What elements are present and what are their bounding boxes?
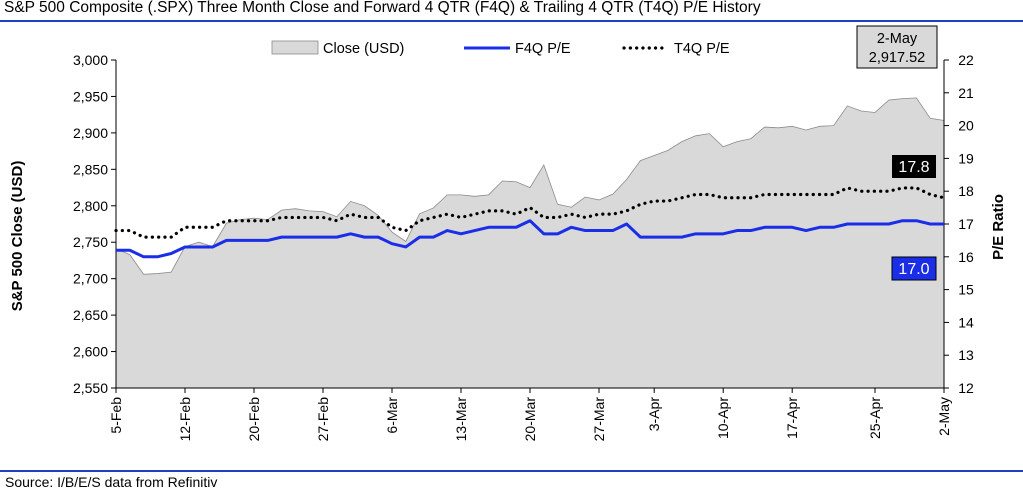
y2-tick-label: 18 — [958, 183, 974, 199]
last-close-value: 2,917.52 — [869, 50, 925, 66]
y-tick-label: 2,800 — [73, 198, 108, 214]
chart-title: S&P 500 Composite (.SPX) Three Month Clo… — [4, 0, 761, 16]
y2-tick-label: 17 — [958, 216, 974, 232]
legend-f4q-label: F4Q P/E — [515, 41, 571, 57]
x-tick-label: 12-Feb — [177, 397, 193, 442]
last-close-box — [856, 25, 938, 69]
y2-tick-label: 12 — [958, 380, 974, 396]
x-tick-label: 13-Mar — [453, 397, 469, 442]
x-tick-label: 25-Apr — [867, 397, 883, 439]
legend-close-label: Close (USD) — [323, 41, 404, 57]
y-tick-label: 2,950 — [73, 88, 108, 104]
t4q-pe-line — [114, 186, 946, 239]
top-rule — [0, 20, 1023, 22]
y-tick-label: 2,750 — [73, 234, 108, 250]
y2-tick-label: 19 — [958, 150, 974, 166]
chart: 2,550 2,600 2,650 2,700 2,750 2,800 2,850 2,900… — [9, 25, 1007, 442]
x-tick-label: 5-Feb — [108, 397, 124, 434]
x-tick-label: 27-Mar — [591, 397, 607, 442]
y-tick-label: 2,700 — [73, 271, 108, 287]
y2-tick-label: 16 — [958, 249, 974, 265]
t4q-last-value-box — [892, 155, 936, 178]
y2-tick-label: 13 — [958, 347, 974, 363]
last-close-date: 2-May — [877, 31, 918, 47]
f4q-pe-line — [116, 219, 944, 259]
y-tick-label: 2,850 — [73, 161, 108, 177]
y-tick-label: 2,600 — [73, 344, 108, 360]
x-tick-label: 17-Apr — [784, 397, 800, 439]
y-tick-label: 2,900 — [73, 125, 108, 141]
f4q-last-value-box — [891, 256, 937, 281]
f4q-last-value: 17.0 — [898, 261, 929, 278]
y2-tick-label: 22 — [958, 52, 974, 68]
y-tick-label: 2,650 — [73, 307, 108, 323]
x-tick-label: 10-Apr — [715, 397, 731, 439]
legend-close-swatch — [271, 40, 319, 55]
bottom-rule — [0, 470, 1023, 472]
t4q-last-value: 17.8 — [898, 159, 929, 176]
y2-tick-label: 20 — [958, 118, 974, 134]
x-tick-label: 6-Mar — [384, 397, 400, 434]
x-tick-label: 20-Mar — [522, 397, 538, 442]
legend-t4q-label: T4Q P/E — [674, 41, 730, 57]
y2-tick-label: 14 — [958, 314, 974, 330]
x-tick-label: 20-Feb — [246, 397, 262, 442]
y2-tick-label: 15 — [958, 282, 974, 298]
source-note: Source: I/B/E/S data from Refinitiv — [5, 474, 218, 490]
x-tick-label: 3-Apr — [646, 397, 662, 432]
close-area-series — [115, 97, 945, 389]
y-tick-label: 2,550 — [73, 380, 108, 396]
x-tick-label: 27-Feb — [315, 397, 331, 442]
x-tick-label: 2-May — [936, 397, 952, 436]
y-axis-title: S&P 500 Close (USD) — [9, 161, 26, 312]
y-tick-label: 3,000 — [73, 52, 108, 68]
y2-axis-title: P/E Ratio — [990, 194, 1007, 260]
y2-tick-label: 21 — [958, 85, 974, 101]
